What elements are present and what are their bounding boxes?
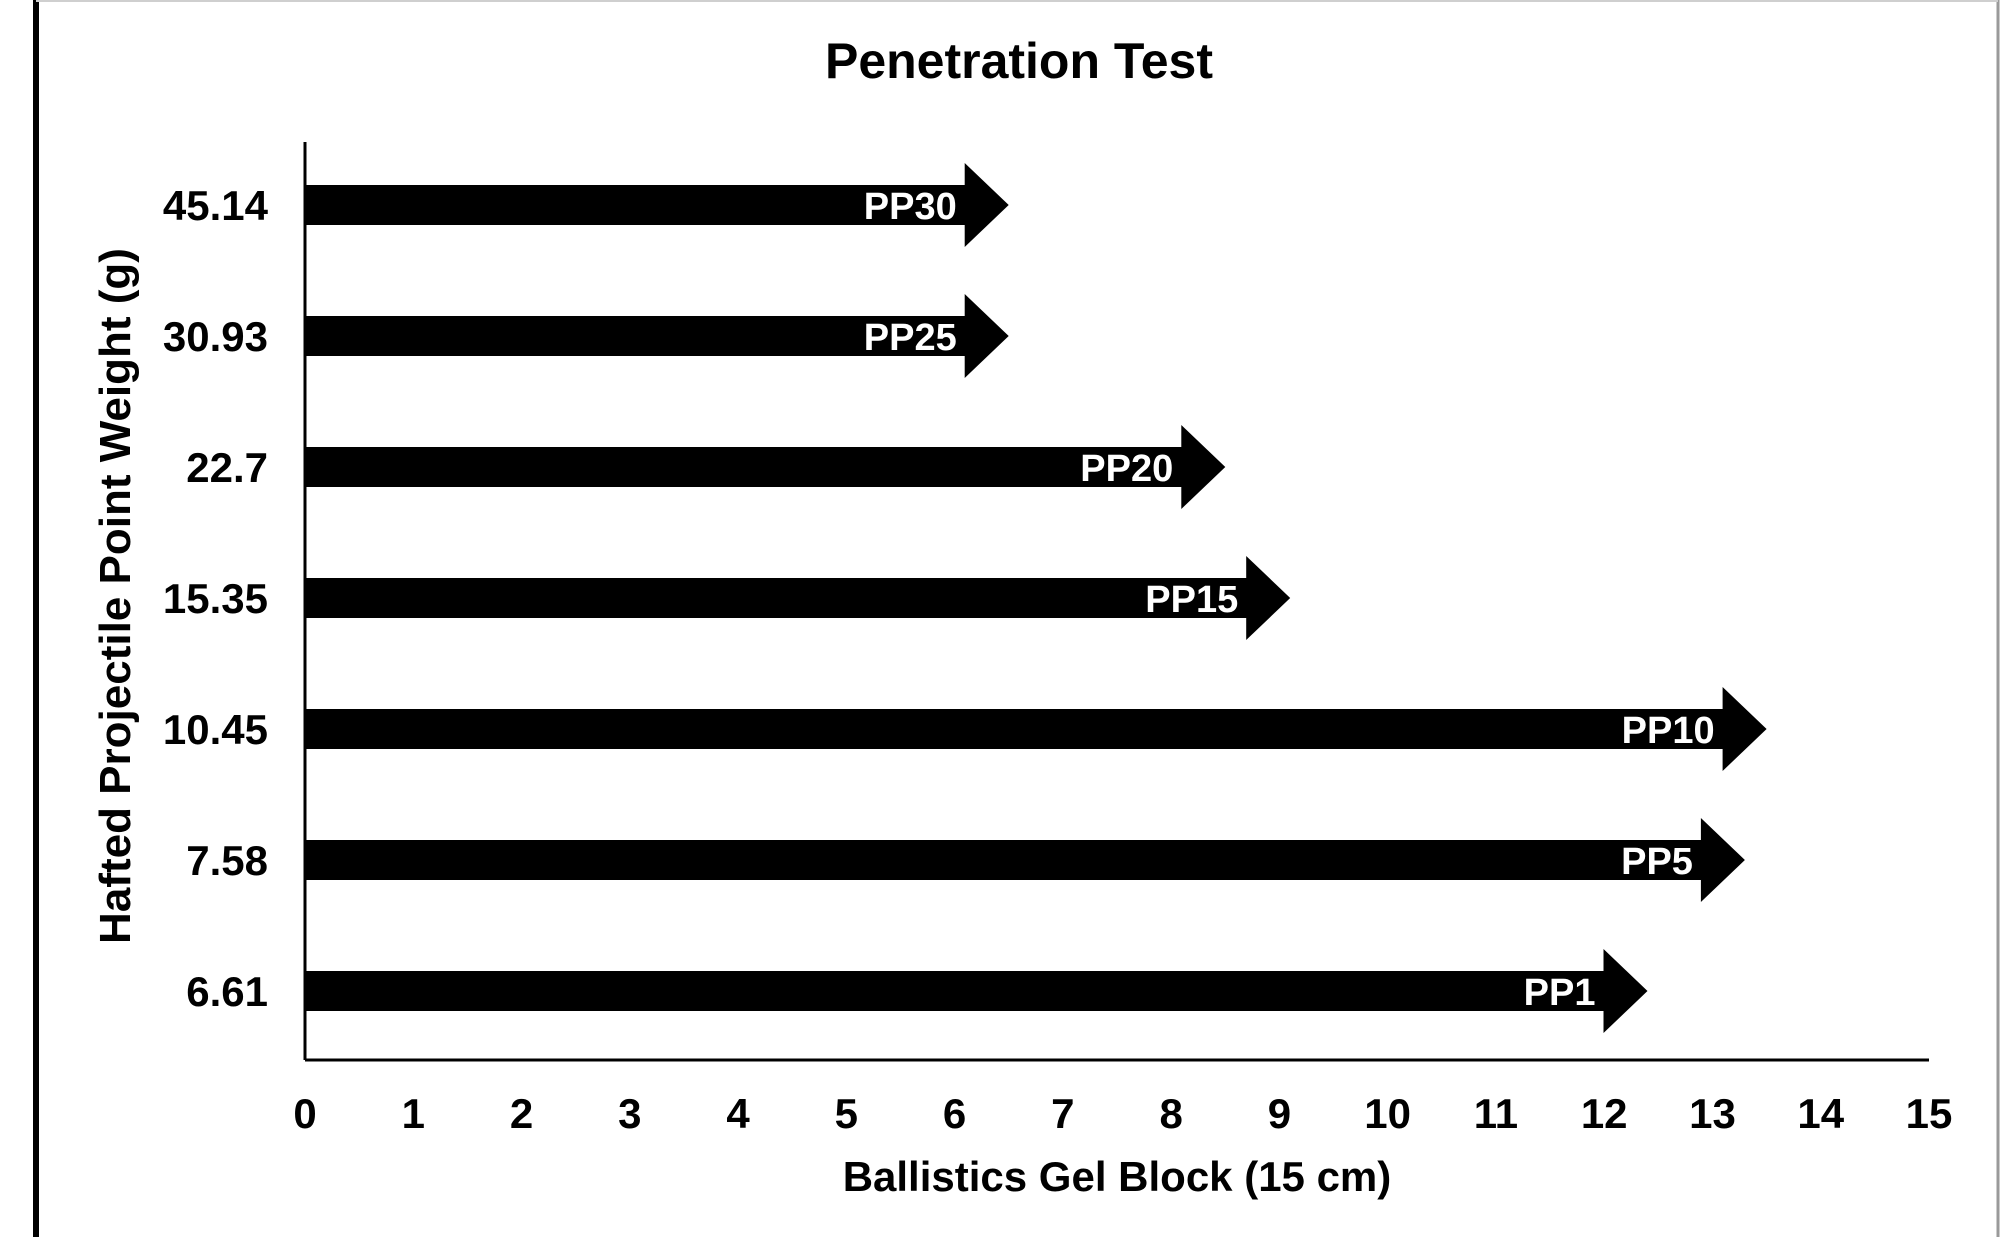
chart-title: Penetration Test	[825, 33, 1213, 89]
arrow-bar	[306, 294, 1009, 378]
y-axis-label: Hafted Projectile Point Weight (g)	[91, 248, 140, 944]
x-tick-label: 5	[835, 1090, 858, 1137]
arrow-label: PP30	[864, 186, 957, 228]
arrow-label: PP5	[1621, 841, 1693, 883]
x-tick-label: 14	[1797, 1090, 1844, 1137]
x-tick-label: 13	[1689, 1090, 1736, 1137]
arrow-label: PP10	[1622, 710, 1715, 752]
y-tick-label: 30.93	[163, 313, 268, 360]
arrow-bar	[306, 949, 1648, 1033]
x-tick-label: 7	[1051, 1090, 1074, 1137]
x-tick-label: 11	[1474, 1090, 1518, 1137]
x-tick-label: 3	[618, 1090, 641, 1137]
y-tick-label: 15.35	[163, 575, 268, 622]
x-tick-label: 10	[1364, 1090, 1411, 1137]
y-tick-label: 22.7	[186, 444, 268, 491]
x-tick-label: 8	[1159, 1090, 1182, 1137]
arrow-bar	[306, 425, 1226, 509]
arrow-label: PP15	[1145, 579, 1238, 621]
x-tick-labels: 0 1 2 3 4 5 6 7 8 9 10 11 12 13 14 15	[293, 1090, 1952, 1137]
arrow-label: PP1	[1524, 972, 1596, 1014]
arrow-bar	[306, 556, 1291, 640]
x-tick-label: 15	[1906, 1090, 1953, 1137]
x-tick-label: 2	[510, 1090, 533, 1137]
x-tick-label: 12	[1581, 1090, 1628, 1137]
arrow-bar	[306, 687, 1767, 771]
arrow-label: PP25	[864, 317, 957, 359]
arrow-bar	[306, 818, 1745, 902]
x-tick-label: 1	[402, 1090, 425, 1137]
y-tick-label: 7.58	[186, 837, 268, 884]
arrow-bar	[306, 163, 1009, 247]
x-tick-label: 6	[943, 1090, 966, 1137]
y-tick-labels: 45.14 30.93 22.7 15.35 10.45 7.58 6.61	[163, 182, 269, 1015]
y-tick-label: 6.61	[186, 968, 268, 1015]
y-tick-label: 10.45	[163, 706, 268, 753]
x-tick-label: 0	[293, 1090, 316, 1137]
arrow-bars: PP30 PP25 PP20 PP15 PP10 PP5 PP1	[306, 163, 1767, 1033]
x-axis-label: Ballistics Gel Block (15 cm)	[843, 1153, 1392, 1200]
arrow-label: PP20	[1080, 448, 1173, 490]
x-tick-label: 4	[726, 1090, 750, 1137]
y-tick-label: 45.14	[163, 182, 269, 229]
x-tick-label: 9	[1268, 1090, 1291, 1137]
